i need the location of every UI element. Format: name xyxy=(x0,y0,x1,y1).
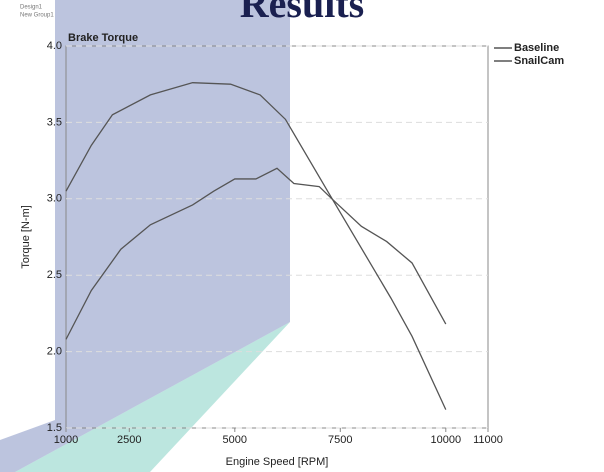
legend-label: SnailCam xyxy=(514,55,564,67)
x-tick-label: 1000 xyxy=(54,434,78,446)
x-tick-label: 2500 xyxy=(117,434,141,446)
y-tick-label: 1.5 xyxy=(47,422,62,434)
y-axis-title: Torque [N-m] xyxy=(20,205,32,269)
y-tick-label: 2.5 xyxy=(47,269,62,281)
series-line xyxy=(65,167,447,340)
legend-label: Baseline xyxy=(514,42,559,54)
x-axis-title: Engine Speed [RPM] xyxy=(226,456,329,468)
chart-title: Brake Torque xyxy=(68,32,138,44)
y-tick-label: 3.0 xyxy=(47,193,62,205)
series-line xyxy=(65,82,447,410)
y-tick-label: 3.5 xyxy=(47,116,62,128)
group-name: New Group1 xyxy=(20,13,54,19)
x-tick-label: 10000 xyxy=(431,434,462,446)
x-tick-label: 5000 xyxy=(223,434,247,446)
slide-title: Results xyxy=(240,0,364,26)
x-tick-label: 11000 xyxy=(473,434,503,446)
design-name: Design1 xyxy=(20,5,43,11)
y-tick-label: 2.0 xyxy=(47,346,62,358)
decor-blue xyxy=(0,0,290,472)
x-tick-label: 7500 xyxy=(328,434,352,446)
y-tick-label: 4.0 xyxy=(47,40,62,52)
